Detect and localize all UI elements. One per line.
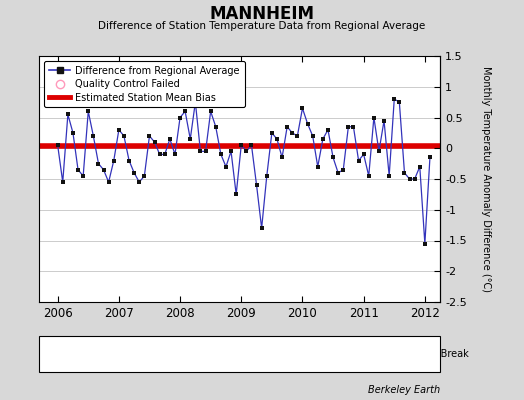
Text: Berkeley Earth: Berkeley Earth <box>368 385 440 395</box>
Text: Record Gap: Record Gap <box>156 349 213 359</box>
Text: Empirical Break: Empirical Break <box>392 349 468 359</box>
Text: Time of Obs. Change: Time of Obs. Change <box>258 349 360 359</box>
Legend: Difference from Regional Average, Quality Control Failed, Estimated Station Mean: Difference from Regional Average, Qualit… <box>44 61 245 107</box>
Text: ■: ■ <box>380 349 390 359</box>
Text: Difference of Station Temperature Data from Regional Average: Difference of Station Temperature Data f… <box>99 21 425 31</box>
Text: ▲: ▲ <box>146 349 153 359</box>
Text: MANNHEIM: MANNHEIM <box>210 5 314 23</box>
Text: ◆: ◆ <box>46 349 53 359</box>
Text: ▼: ▼ <box>248 349 255 359</box>
Text: Station Move: Station Move <box>57 349 121 359</box>
Y-axis label: Monthly Temperature Anomaly Difference (°C): Monthly Temperature Anomaly Difference (… <box>481 66 490 292</box>
